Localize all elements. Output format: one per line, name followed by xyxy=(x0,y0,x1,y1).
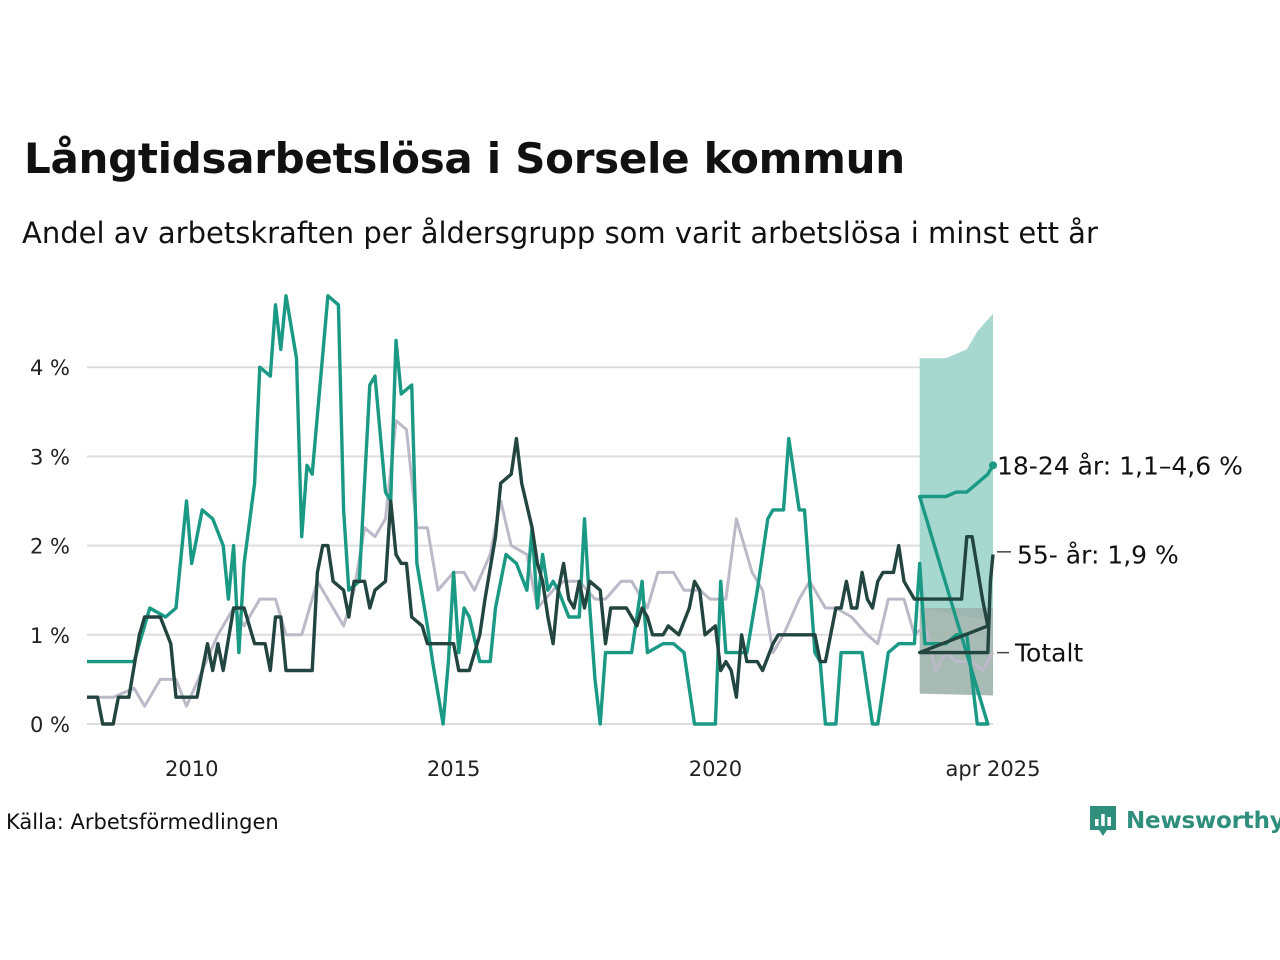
source-note: Källa: Arbetsförmedlingen xyxy=(6,810,279,834)
x-tick-label: apr 2025 xyxy=(946,757,1041,781)
chart-subtitle: Andel av arbetskraften per åldersgrupp s… xyxy=(22,216,1098,250)
series-line-old xyxy=(87,419,995,708)
series-label-young: 18-24 år: 1,1–4,6 % xyxy=(997,451,1243,480)
y-tick-label: 4 % xyxy=(30,356,70,380)
series-label-old: 55- år: 1,9 % xyxy=(1017,541,1179,570)
newsworthy-logo-text: Newsworthy xyxy=(1126,808,1280,834)
series-end-marker-young xyxy=(989,461,997,470)
x-tick-label: 2015 xyxy=(427,757,480,781)
young-forecast-band xyxy=(919,313,993,622)
series-line-total xyxy=(87,436,995,726)
series-label-total: Totalt xyxy=(1014,639,1083,668)
newsworthy-logo[interactable]: Newsworthy xyxy=(1088,804,1280,838)
y-tick-label: 1 % xyxy=(30,624,70,648)
x-tick-label: 2010 xyxy=(165,757,218,781)
newsworthy-chart-icon xyxy=(1090,806,1116,836)
chart-title: Långtidsarbetslösa i Sorsele kommun xyxy=(24,134,905,183)
series-line-young xyxy=(87,294,995,726)
x-tick-label: 2020 xyxy=(689,757,742,781)
y-tick-label: 0 % xyxy=(30,713,70,737)
y-tick-label: 3 % xyxy=(30,445,70,469)
y-tick-label: 2 % xyxy=(30,535,70,559)
